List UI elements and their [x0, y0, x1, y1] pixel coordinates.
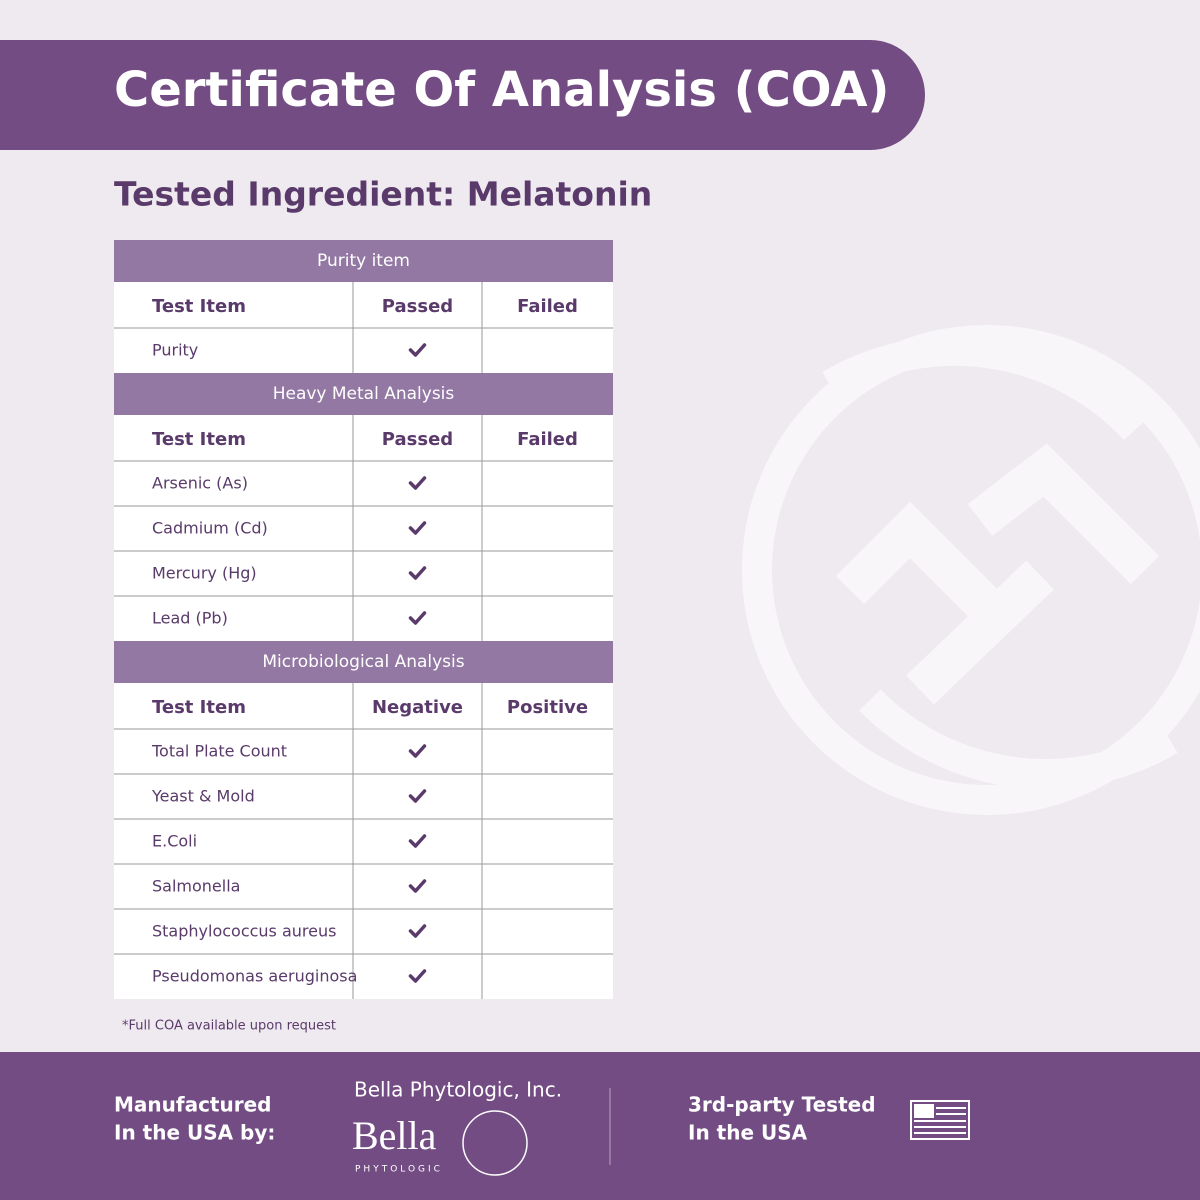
column-header: Passed	[382, 296, 453, 317]
test-item: Purity	[152, 341, 198, 360]
footer	[0, 1052, 1200, 1200]
column-header: Test Item	[152, 697, 246, 718]
section-title: Heavy Metal Analysis	[273, 384, 455, 404]
section-title: Purity item	[317, 251, 410, 271]
manufactured-line: Manufactured	[114, 1093, 271, 1117]
watermark	[742, 325, 1200, 815]
check-mark	[408, 924, 427, 938]
test-item: Pseudomonas aeruginosa	[152, 967, 357, 986]
test-item: Arsenic (As)	[152, 474, 248, 493]
flag-canton	[914, 1104, 934, 1118]
section-header	[114, 240, 613, 282]
column-header: Test Item	[152, 429, 246, 450]
check-mark	[408, 343, 427, 357]
test-item: E.Coli	[152, 832, 197, 851]
column-header: Failed	[517, 296, 578, 317]
subtitle: Tested Ingredient: Melatonin	[114, 175, 652, 214]
logo-emblem	[462, 1110, 528, 1176]
test-item: Cadmium (Cd)	[152, 519, 268, 538]
column-header: Failed	[517, 429, 578, 450]
check-mark	[408, 744, 427, 758]
check-mark	[408, 789, 427, 803]
column-header: Positive	[507, 697, 588, 718]
coa-table: Purity item Test Item Passed Failed Purity He…	[114, 240, 613, 999]
company-name: Bella Phytologic, Inc.	[354, 1078, 562, 1102]
test-item: Lead (Pb)	[152, 609, 228, 628]
test-item: Salmonella	[152, 877, 240, 896]
tested-line: In the USA	[688, 1121, 808, 1145]
column-header: Negative	[372, 697, 463, 718]
section-body	[114, 683, 613, 999]
flag-outline	[910, 1100, 970, 1140]
section-header	[114, 373, 613, 415]
test-item: Staphylococcus aureus	[152, 922, 336, 941]
section-body	[114, 415, 613, 641]
title: Certificate Of Analysis (COA)	[114, 62, 889, 118]
watermark-mark	[835, 443, 1160, 705]
test-item: Mercury (Hg)	[152, 564, 257, 583]
test-item: Yeast & Mold	[151, 787, 255, 806]
column-header: Passed	[382, 429, 453, 450]
section-title: Microbiological Analysis	[262, 652, 464, 672]
logo-subtext: PHYTOLOGIC	[355, 1165, 443, 1175]
check-mark	[408, 969, 427, 983]
section-header	[114, 641, 613, 683]
manufactured-line: In the USA by:	[114, 1121, 275, 1145]
watermark-arc	[859, 689, 1178, 789]
logo-text: Bella	[352, 1113, 437, 1158]
check-mark	[408, 611, 427, 625]
footnote: *Full COA available upon request	[122, 1019, 336, 1034]
test-item: Total Plate Count	[151, 742, 287, 761]
flag-stripes	[914, 1107, 966, 1134]
check-mark	[408, 476, 427, 490]
check-mark	[408, 521, 427, 535]
check-mark	[408, 834, 427, 848]
check-mark	[408, 879, 427, 893]
column-header: Test Item	[152, 296, 246, 317]
flag-icon	[910, 1100, 970, 1140]
tested-line: 3rd-party Tested	[688, 1093, 876, 1117]
check-mark	[408, 566, 427, 580]
title-banner	[0, 40, 925, 150]
watermark-arc	[822, 335, 1147, 441]
